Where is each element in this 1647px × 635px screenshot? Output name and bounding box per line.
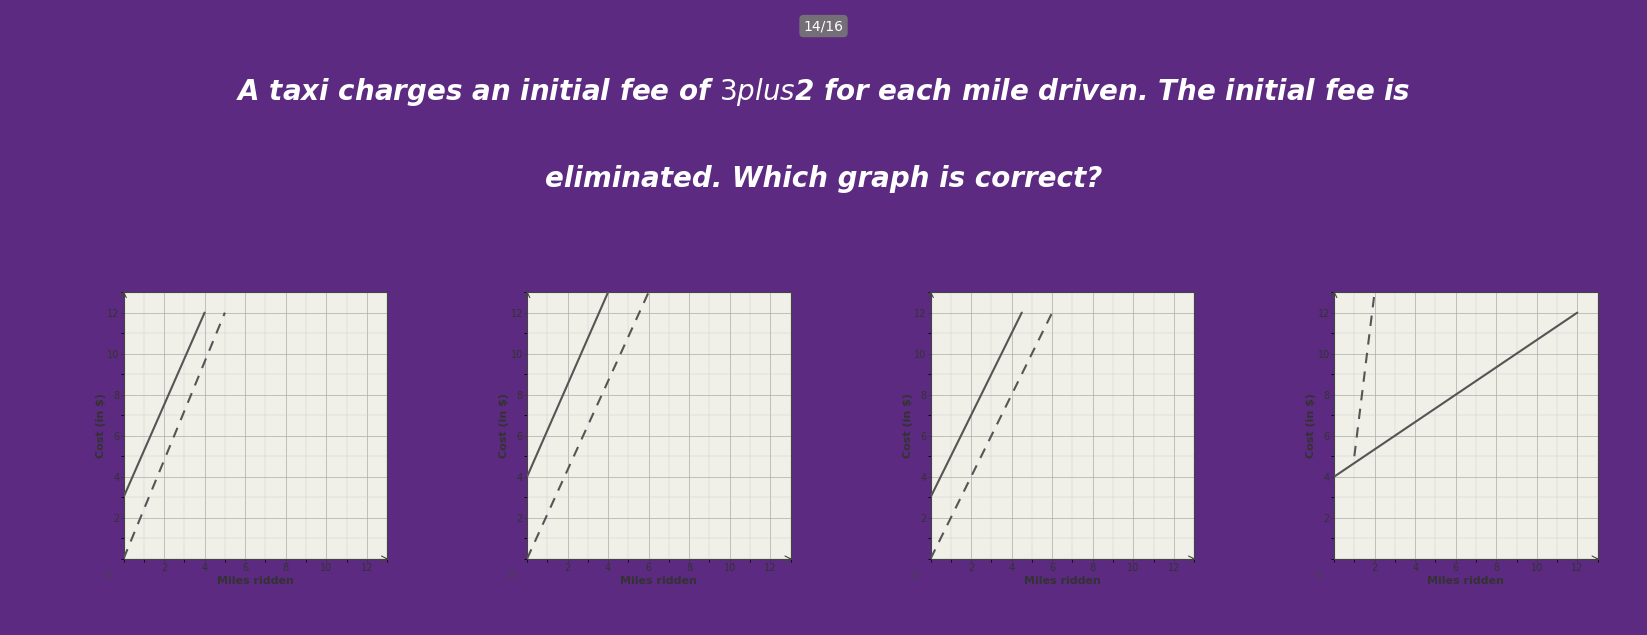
Text: O: O <box>507 571 514 580</box>
Text: 14/16: 14/16 <box>804 19 843 33</box>
Text: O: O <box>911 571 917 580</box>
Text: O: O <box>104 571 110 580</box>
Text: O: O <box>1314 571 1321 580</box>
X-axis label: Miles ridden: Miles ridden <box>1428 576 1504 585</box>
X-axis label: Miles ridden: Miles ridden <box>217 576 293 585</box>
X-axis label: Miles ridden: Miles ridden <box>1024 576 1100 585</box>
Y-axis label: Cost (in $): Cost (in $) <box>903 393 912 458</box>
Text: eliminated. Which graph is correct?: eliminated. Which graph is correct? <box>545 165 1102 193</box>
Y-axis label: Cost (in $): Cost (in $) <box>499 393 509 458</box>
Text: A taxi charges an initial fee of $3 plus $2 for each mile driven. The initial fe: A taxi charges an initial fee of $3 plus… <box>236 76 1411 108</box>
Y-axis label: Cost (in $): Cost (in $) <box>96 393 105 458</box>
Y-axis label: Cost (in $): Cost (in $) <box>1306 393 1316 458</box>
X-axis label: Miles ridden: Miles ridden <box>621 576 697 585</box>
